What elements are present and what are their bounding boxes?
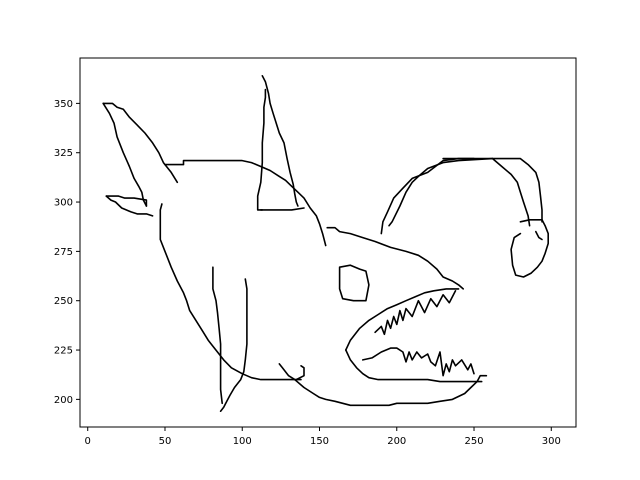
x-tick-label: 200 (387, 436, 406, 447)
series-line-4 (105, 195, 154, 217)
series-line-12 (278, 363, 302, 381)
series-line-16 (338, 264, 370, 302)
series-line-14 (293, 374, 488, 407)
x-tick-label: 0 (85, 436, 91, 447)
series-line-3 (105, 195, 148, 207)
x-tick-label: 150 (310, 436, 329, 447)
y-tick-label: 275 (54, 247, 73, 258)
x-tick-label: 50 (159, 436, 172, 447)
series-line-13 (295, 364, 305, 381)
x-axis: 0 50 100 150 200 250 300 (85, 427, 561, 447)
series-line-18 (380, 157, 475, 235)
series-line-11 (219, 278, 248, 413)
series-line-25 (344, 349, 483, 383)
series-line-10 (212, 266, 223, 405)
series-line-7 (256, 88, 267, 211)
y-tick-label: 200 (54, 395, 73, 406)
y-tick-label: 250 (54, 296, 73, 307)
y-axis: 200 225 250 275 300 325 350 (54, 99, 80, 406)
series-line-6 (164, 159, 327, 247)
y-tick-label: 300 (54, 198, 73, 209)
x-tick-label: 250 (464, 436, 483, 447)
series-line-23 (344, 288, 460, 351)
x-tick-label: 300 (542, 436, 561, 447)
series-line-26 (361, 347, 475, 377)
y-tick-label: 225 (54, 346, 73, 357)
series-line-19 (442, 157, 543, 223)
series-line-9 (261, 75, 299, 207)
series-line-5 (159, 203, 296, 381)
series-line-2 (102, 102, 148, 207)
y-tick-label: 325 (54, 148, 73, 159)
x-tick-label: 100 (233, 436, 252, 447)
series-line-24 (374, 289, 457, 336)
plot-frame (79, 57, 577, 428)
series-line-8 (259, 207, 305, 211)
series-layer (102, 75, 550, 413)
series-line-15 (326, 226, 465, 290)
series-line-21 (510, 219, 550, 278)
series-line-20 (491, 157, 531, 227)
series-line-22 (534, 230, 543, 241)
series-line-1 (102, 102, 179, 184)
y-tick-label: 350 (54, 99, 73, 110)
series-line-17 (388, 157, 494, 227)
